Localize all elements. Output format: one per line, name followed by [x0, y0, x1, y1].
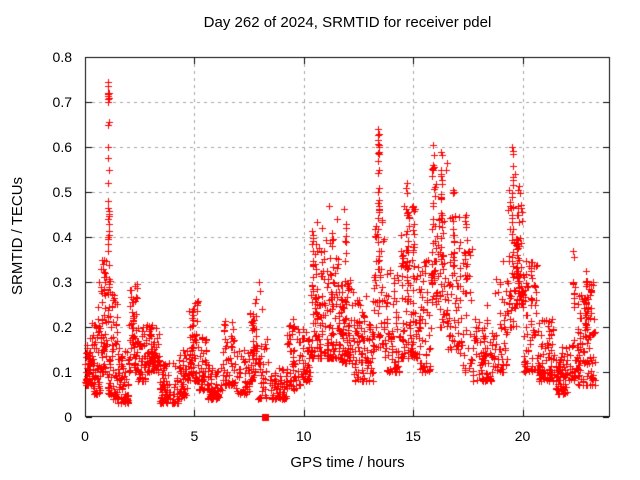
y-tick-label: 0.7 [52, 94, 72, 110]
chart-title: Day 262 of 2024, SRMTID for receiver pde… [203, 14, 492, 31]
y-tick-label: 0 [64, 409, 72, 425]
x-tick-label: 0 [81, 428, 89, 444]
y-tick-label: 0.5 [52, 184, 72, 200]
x-tick-label: 20 [514, 428, 531, 444]
x-axis-label: GPS time / hours [290, 454, 405, 471]
y-tick-label: 0.6 [52, 139, 72, 155]
x-tick-label: 15 [405, 428, 421, 444]
y-tick-label: 0.8 [52, 49, 72, 65]
y-tick-label: 0.2 [52, 319, 72, 335]
y-tick-label: 0.3 [52, 274, 72, 290]
x-tick-label: 5 [190, 428, 199, 444]
scatter-plot-canvas [77, 49, 618, 425]
y-tick-label: 0.4 [52, 229, 72, 245]
y-tick-label: 0.1 [52, 364, 72, 380]
x-tick-label: 10 [295, 428, 312, 444]
